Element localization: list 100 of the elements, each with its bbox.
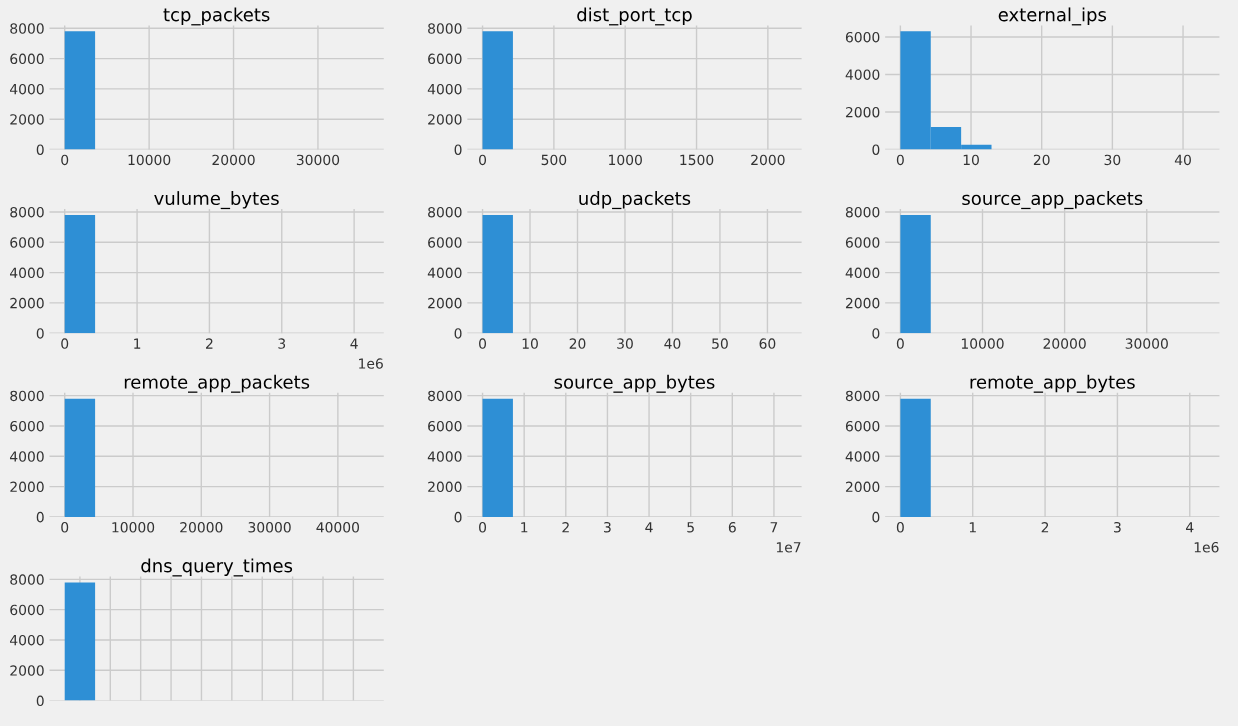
y-tick-label: 2000 <box>10 481 44 493</box>
y-tick-label: 6000 <box>845 237 880 248</box>
y-tick-label: 2000 <box>10 665 44 676</box>
x-tick-label: 0 <box>479 338 487 349</box>
x-tick-label: 0 <box>896 522 904 533</box>
x-tick-label: 10 <box>963 154 979 166</box>
y-tick-label: 2000 <box>428 481 462 493</box>
x-tick-label: 10000 <box>961 338 1004 349</box>
x-tick-label: 0 <box>896 338 904 349</box>
y-tick-label: 0 <box>36 144 44 155</box>
y-tick-label: 8000 <box>10 574 44 585</box>
x-tick-label: 60 <box>759 338 776 349</box>
x-tick-label: 1 <box>521 522 528 533</box>
x-tick-label: 3 <box>604 522 611 533</box>
x-tick-label: 30 <box>1104 154 1121 166</box>
y-tick-label: 2000 <box>10 297 44 309</box>
x-tick-label: 3 <box>278 338 286 349</box>
x-tick-label: 1 <box>969 522 976 533</box>
x-tick-label: 20 <box>569 338 586 349</box>
y-tick-label: 8000 <box>428 206 462 218</box>
y-tick-label: 8000 <box>428 390 462 402</box>
x-tick-label: 40 <box>1174 154 1191 166</box>
x-tick-label: 0 <box>479 522 487 533</box>
x-tick-label: 20000 <box>180 522 223 533</box>
chart-title: external_ips <box>998 7 1107 26</box>
y-tick-label: 6000 <box>10 420 44 432</box>
y-tick-label: 4000 <box>9 634 44 646</box>
y-tick-label: 4000 <box>845 267 880 279</box>
text: 1e7 <box>776 542 801 553</box>
y-tick-label: 4000 <box>427 83 462 95</box>
y-tick-label: 8000 <box>10 390 44 402</box>
y-tick-label: 4000 <box>427 267 462 279</box>
y-tick-label: 8000 <box>845 206 880 218</box>
y-tick-label: 4000 <box>9 451 44 462</box>
y-tick-label: 0 <box>454 511 462 523</box>
chart-title: udp_packets <box>579 191 691 210</box>
x-tick-label: 2 <box>1041 522 1049 533</box>
y-tick-label: 8000 <box>428 23 462 34</box>
x-tick-label: 4 <box>1186 522 1194 533</box>
x-tick-label: 10000 <box>128 154 171 166</box>
x-tick-label: 5 <box>687 522 694 533</box>
x-tick-label: 20000 <box>1043 338 1086 349</box>
y-tick-label: 4000 <box>9 83 44 95</box>
x-tick-label: 30000 <box>248 522 291 533</box>
y-tick-label: 4000 <box>9 267 44 279</box>
x-tick-label: 40000 <box>316 522 360 533</box>
y-tick-label: 2000 <box>428 114 462 125</box>
x-tick-label: 30000 <box>296 154 340 166</box>
text: 1e6 <box>1194 541 1219 553</box>
x-tick-label: 1500 <box>680 154 714 166</box>
y-tick-label: 6000 <box>845 31 880 43</box>
x-tick-label: 0 <box>479 154 487 166</box>
x-tick-label: 3 <box>1114 522 1121 533</box>
chart-title: vulume_bytes <box>154 191 279 210</box>
x-tick-label: 500 <box>541 154 567 166</box>
chart-title: dist_port_tcp <box>577 7 692 26</box>
x-tick-label: 10000 <box>112 522 155 533</box>
y-tick-label: 0 <box>36 695 44 707</box>
chart-title: remote_app_packets <box>124 374 310 393</box>
y-tick-label: 4000 <box>427 451 462 462</box>
x-tick-label: 20 <box>1033 154 1050 166</box>
y-tick-label: 6000 <box>10 237 44 248</box>
y-tick-label: 6000 <box>428 237 462 248</box>
x-tick-label: 40 <box>664 338 681 349</box>
chart-title: tcp_packets <box>163 7 270 26</box>
x-tick-label: 0 <box>896 154 904 166</box>
x-tick-label: 0 <box>61 522 69 533</box>
x-tick-label: 50 <box>712 338 728 349</box>
y-tick-label: 6000 <box>10 604 44 616</box>
y-tick-label: 0 <box>872 511 880 523</box>
x-tick-label: 0 <box>61 154 69 166</box>
x-tick-label: 30000 <box>1125 338 1168 349</box>
x-tick-label: 4 <box>350 338 358 349</box>
y-tick-label: 2000 <box>845 481 880 493</box>
x-tick-label: 2 <box>562 522 569 533</box>
y-tick-label: 2000 <box>428 297 462 309</box>
x-tick-label: 20000 <box>212 154 255 166</box>
y-tick-label: 0 <box>36 511 44 523</box>
y-tick-label: 0 <box>36 328 44 339</box>
x-tick-label: 30 <box>617 338 633 349</box>
y-tick-label: 4000 <box>845 451 880 462</box>
y-tick-label: 2000 <box>10 114 44 125</box>
chart-title: source_app_packets <box>962 191 1143 210</box>
y-tick-label: 0 <box>872 328 880 339</box>
y-tick-label: 8000 <box>845 390 880 402</box>
y-tick-label: 8000 <box>10 206 44 218</box>
text: 1e6 <box>359 358 383 369</box>
y-tick-label: 2000 <box>845 106 880 118</box>
x-tick-label: 7 <box>770 522 778 533</box>
y-tick-label: 0 <box>454 328 462 339</box>
y-tick-label: 8000 <box>10 23 44 34</box>
x-tick-label: 4 <box>645 522 653 533</box>
x-tick-label: 2000 <box>751 154 785 166</box>
y-tick-label: 2000 <box>845 297 880 309</box>
y-tick-label: 6000 <box>845 420 880 432</box>
x-tick-label: 10 <box>522 338 538 349</box>
chart-title: remote_app_bytes <box>970 374 1135 393</box>
y-tick-label: 6000 <box>428 420 462 432</box>
y-tick-label: 6000 <box>10 53 44 65</box>
y-tick-label: 0 <box>454 144 462 155</box>
